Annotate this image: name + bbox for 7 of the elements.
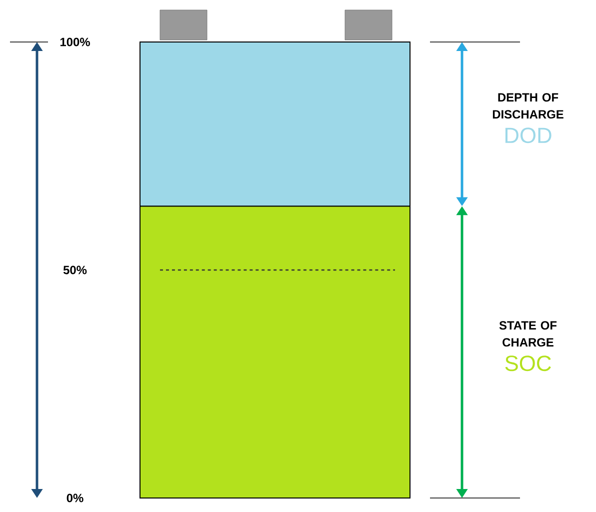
y-tick-label: 100% [60, 38, 90, 46]
text: SOC [505, 356, 551, 372]
text: STATE OF CHARGE [499, 321, 557, 347]
y-tick-label: 50% [63, 266, 87, 274]
text: DOD [505, 128, 552, 144]
y-tick-label: 0% [66, 494, 84, 502]
text: DEPTH OF DISCHARGE [492, 93, 564, 119]
